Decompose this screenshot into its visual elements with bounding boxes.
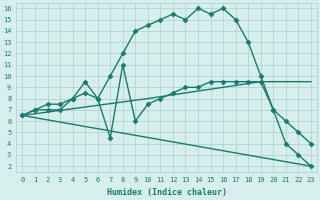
X-axis label: Humidex (Indice chaleur): Humidex (Indice chaleur) — [107, 188, 227, 197]
